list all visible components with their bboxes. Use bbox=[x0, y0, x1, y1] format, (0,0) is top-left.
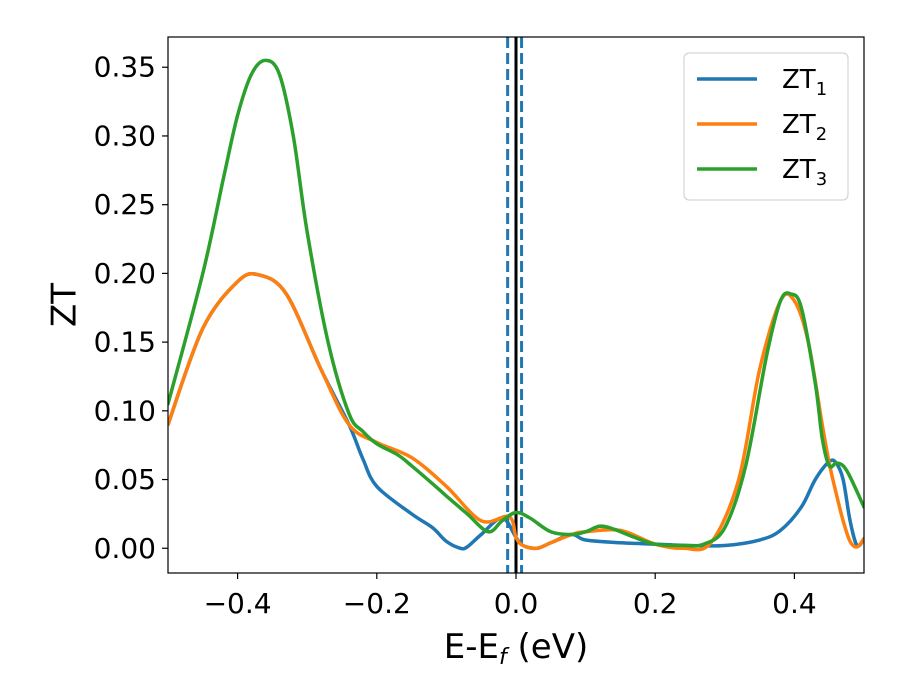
y-axis-title: ZT bbox=[45, 283, 85, 327]
x-tick-label: 0.4 bbox=[772, 587, 817, 620]
legend-label-zt3: ZT3 bbox=[782, 155, 827, 190]
x-axis-title-subscript: f bbox=[499, 645, 510, 670]
legend-label-name: ZT bbox=[782, 65, 816, 95]
x-axis-title-base: E-E bbox=[444, 627, 499, 667]
y-tick-label: 0.10 bbox=[94, 394, 156, 427]
x-axis-title: E-Ef (eV) bbox=[444, 627, 589, 670]
legend-label-subscript: 2 bbox=[816, 124, 827, 145]
legend-label-subscript: 1 bbox=[816, 79, 827, 100]
y-tick-label: 0.30 bbox=[94, 119, 156, 152]
x-tick-label: 0.0 bbox=[494, 587, 539, 620]
legend-label-name: ZT bbox=[782, 110, 816, 140]
y-tick-label: 0.25 bbox=[94, 188, 156, 221]
series-line-zt3 bbox=[168, 58, 864, 548]
y-tick-label: 0.05 bbox=[94, 463, 156, 496]
series-layer bbox=[168, 58, 864, 552]
y-tick-label: 0.20 bbox=[94, 257, 156, 290]
y-tick-label: 0.00 bbox=[94, 532, 156, 565]
legend-label-name: ZT bbox=[782, 155, 816, 185]
x-axis-title-unit: (eV) bbox=[507, 627, 589, 667]
y-axis: 0.00 0.05 0.10 0.15 0.20 0.25 0.30 0.35 bbox=[94, 51, 168, 565]
x-tick-label: −0.4 bbox=[204, 587, 272, 620]
legend-label-subscript: 3 bbox=[816, 169, 827, 190]
x-tick-label: 0.2 bbox=[633, 587, 678, 620]
x-tick-label: −0.2 bbox=[343, 587, 411, 620]
legend-label-zt1: ZT1 bbox=[782, 65, 827, 100]
y-tick-label: 0.35 bbox=[94, 51, 156, 84]
x-axis: −0.4 −0.2 0.0 0.2 0.4 bbox=[204, 573, 817, 620]
y-tick-label: 0.15 bbox=[94, 326, 156, 359]
legend-box bbox=[683, 52, 849, 201]
reference-lines bbox=[506, 37, 524, 573]
legend-label-zt2: ZT2 bbox=[782, 110, 827, 145]
